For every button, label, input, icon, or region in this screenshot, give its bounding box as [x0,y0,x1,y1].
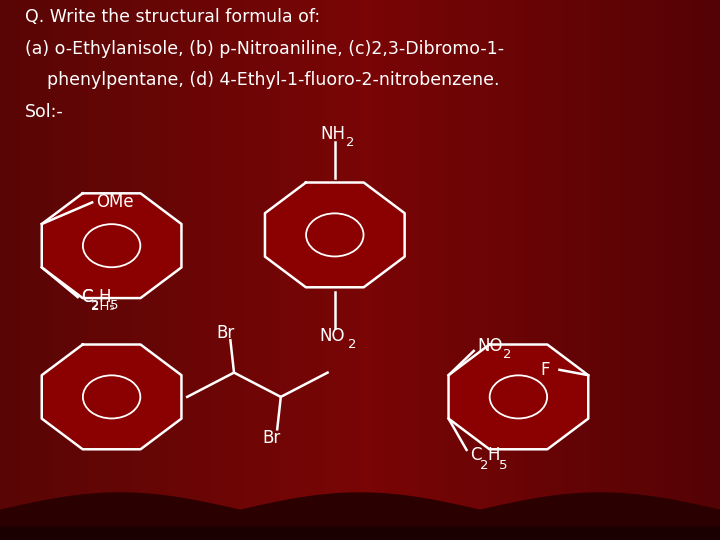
Text: Br: Br [216,324,234,342]
Text: 2: 2 [346,136,355,149]
Polygon shape [42,345,181,449]
Text: 2: 2 [503,348,512,361]
Text: phenylpentane, (d) 4-Ethyl-1-fluoro-2-nitrobenzene.: phenylpentane, (d) 4-Ethyl-1-fluoro-2-ni… [25,71,500,89]
Text: C: C [81,288,93,306]
Polygon shape [265,183,405,287]
Text: 2: 2 [480,458,489,471]
Text: 2: 2 [91,299,100,312]
Text: Br: Br [263,429,281,448]
Text: C: C [470,447,482,464]
Polygon shape [42,193,181,298]
Text: 5: 5 [110,299,119,312]
Circle shape [83,224,140,267]
Text: C: C [81,288,93,306]
Text: NH: NH [320,125,346,143]
Text: NO: NO [319,327,344,345]
Text: Sol:-: Sol:- [25,103,64,120]
Text: 2H₅: 2H₅ [91,300,114,313]
Circle shape [83,375,140,418]
Text: Q. Write the structural formula of:: Q. Write the structural formula of: [25,8,320,26]
Circle shape [490,375,547,418]
Text: H: H [99,288,111,306]
Polygon shape [449,345,588,449]
Text: 5: 5 [499,458,508,471]
Text: F: F [540,361,549,379]
Text: OMe: OMe [96,193,133,211]
Text: H: H [487,447,500,464]
Text: 2: 2 [348,338,356,351]
Text: NO: NO [477,336,503,354]
Text: (a) o-Ethylanisole, (b) p-Nitroaniline, (c)2,3-Dibromo-1-: (a) o-Ethylanisole, (b) p-Nitroaniline, … [25,40,504,58]
Circle shape [306,213,364,256]
